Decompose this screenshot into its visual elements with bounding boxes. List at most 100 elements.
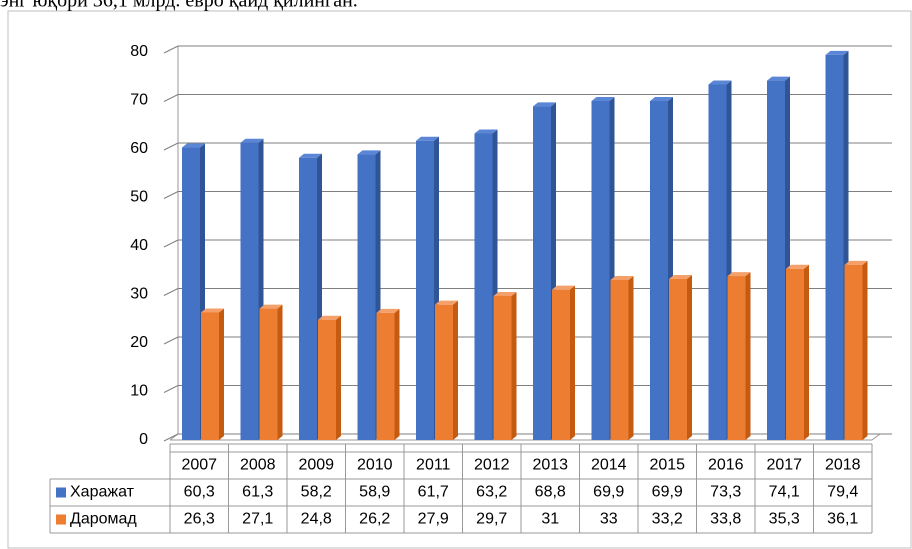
bar bbox=[844, 264, 863, 440]
bar bbox=[610, 279, 629, 440]
bar-side bbox=[511, 291, 517, 440]
bar bbox=[318, 319, 336, 440]
bar-side bbox=[628, 275, 634, 440]
bar-top bbox=[533, 102, 556, 107]
bar bbox=[591, 100, 610, 441]
bar-side bbox=[219, 308, 224, 440]
table-value: 27,9 bbox=[418, 511, 449, 528]
table-value: 61,3 bbox=[242, 484, 273, 501]
table-value: 58,2 bbox=[301, 484, 332, 501]
chart-frame bbox=[7, 10, 912, 549]
table-value: 33 bbox=[600, 511, 618, 528]
table-value: 26,2 bbox=[359, 511, 390, 528]
table-value: 24,8 bbox=[301, 511, 332, 528]
bar bbox=[767, 80, 785, 441]
bar-top bbox=[182, 143, 205, 148]
tick-mark bbox=[163, 94, 179, 102]
table-value: 73,3 bbox=[710, 484, 741, 501]
table-value: 58,9 bbox=[359, 484, 390, 501]
bar-side bbox=[687, 274, 692, 440]
tick-mark bbox=[163, 288, 179, 296]
bar-side bbox=[336, 315, 341, 440]
x-tick-label: 2012 bbox=[474, 457, 510, 474]
floor bbox=[871, 433, 881, 441]
bar bbox=[201, 312, 219, 440]
table-value: 79,4 bbox=[827, 484, 858, 501]
y-tick-label: 70 bbox=[130, 92, 148, 109]
bar-top bbox=[727, 272, 751, 277]
bar-side bbox=[394, 308, 400, 440]
x-tick-label: 2018 bbox=[825, 457, 861, 474]
table-value: 31 bbox=[541, 511, 559, 528]
bar bbox=[669, 278, 687, 440]
bar bbox=[299, 157, 317, 441]
y-tick-label: 20 bbox=[130, 334, 148, 351]
bar-side bbox=[277, 304, 283, 440]
x-tick-label: 2016 bbox=[708, 457, 744, 474]
y-tick-label: 30 bbox=[130, 286, 148, 303]
table-value: 29,7 bbox=[476, 511, 507, 528]
bar-top bbox=[825, 50, 849, 55]
table-value: 33,8 bbox=[710, 511, 741, 528]
x-tick-label: 2014 bbox=[591, 457, 627, 474]
bar-top bbox=[435, 300, 458, 305]
table-value: 26,3 bbox=[184, 511, 215, 528]
bar-top bbox=[357, 150, 381, 155]
x-tick-label: 2011 bbox=[416, 457, 451, 474]
x-tick-label: 2017 bbox=[766, 457, 802, 474]
table-value: 68,8 bbox=[535, 484, 566, 501]
caption: энг юқори 36,1 млрд. евро қайд қилинган. bbox=[0, 0, 358, 12]
y-tick-label: 10 bbox=[130, 383, 148, 400]
bar bbox=[727, 276, 746, 440]
tick-mark bbox=[163, 239, 179, 248]
bar-side bbox=[862, 260, 868, 440]
y-tick-label: 80 bbox=[130, 43, 148, 60]
x-tick-label: 2013 bbox=[532, 457, 568, 474]
bar-top bbox=[708, 80, 732, 85]
bar-top bbox=[650, 96, 673, 101]
bar bbox=[376, 312, 395, 440]
bar-top bbox=[610, 275, 634, 280]
table-value: 74,1 bbox=[769, 484, 800, 501]
bar-top bbox=[591, 96, 615, 101]
bar bbox=[533, 106, 551, 440]
bar bbox=[650, 100, 668, 441]
bar-top bbox=[844, 260, 868, 265]
tick-mark bbox=[163, 433, 179, 442]
bar-side bbox=[804, 264, 809, 440]
tick-mark bbox=[163, 385, 179, 393]
bar-top bbox=[259, 304, 283, 309]
table-value: 36,1 bbox=[827, 511, 858, 528]
tick-mark bbox=[163, 191, 179, 199]
legend-swatch bbox=[56, 487, 66, 498]
table-value: 33,2 bbox=[652, 511, 683, 528]
x-tick-label: 2009 bbox=[298, 457, 334, 474]
table-value: 27,1 bbox=[242, 511, 273, 528]
legend-label: Даромад bbox=[70, 511, 137, 528]
bar bbox=[259, 308, 278, 440]
y-tick-label: 40 bbox=[130, 237, 148, 254]
bar bbox=[435, 304, 453, 440]
bar-top bbox=[201, 308, 224, 313]
bar-top bbox=[299, 153, 322, 158]
bar-side bbox=[453, 300, 458, 440]
tick-mark bbox=[163, 336, 179, 345]
bar-top bbox=[767, 76, 790, 81]
table-value: 35,3 bbox=[769, 511, 800, 528]
x-tick-label: 2008 bbox=[240, 457, 276, 474]
x-tick-label: 2007 bbox=[181, 457, 217, 474]
bar bbox=[708, 84, 727, 441]
bar bbox=[786, 268, 804, 440]
bar-side bbox=[570, 285, 575, 440]
bar-top bbox=[669, 274, 692, 279]
x-tick-label: 2015 bbox=[649, 457, 685, 474]
bar-top bbox=[416, 136, 439, 141]
table-value: 69,9 bbox=[652, 484, 683, 501]
x-tick-label: 2010 bbox=[357, 457, 393, 474]
legend-swatch bbox=[56, 514, 66, 525]
bar bbox=[240, 142, 259, 440]
bar-top bbox=[376, 308, 400, 313]
bar-top bbox=[552, 285, 575, 290]
tick-mark bbox=[163, 142, 179, 151]
